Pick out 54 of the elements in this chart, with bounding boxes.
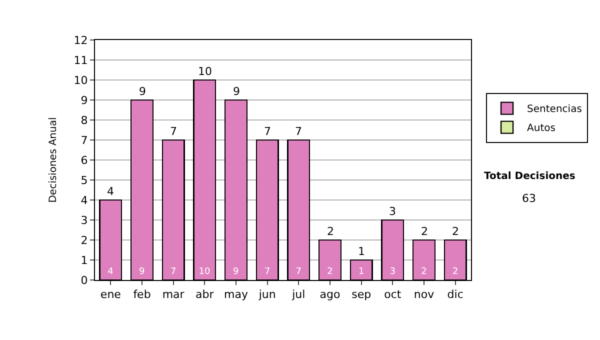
x-tick-label: sep: [352, 288, 372, 302]
x-tick-label: abr: [196, 288, 214, 302]
text: 63: [522, 192, 536, 205]
data-label: 2: [327, 267, 333, 277]
y-tick-label: 12: [74, 34, 88, 47]
y-tick-label: 2: [80, 234, 88, 247]
y-tick-label: 0: [80, 274, 88, 287]
total-label: 9: [233, 85, 240, 98]
x-tick-label: may: [224, 288, 248, 302]
total-label: 7: [264, 125, 271, 138]
x-tick-label: nov: [414, 288, 435, 302]
data-label: 7: [264, 267, 270, 277]
data-label: 1: [358, 267, 364, 277]
y-tick-label: 7: [80, 134, 88, 147]
y-tick-label: 5: [80, 174, 88, 187]
total-label: 2: [452, 225, 459, 238]
total-label: 2: [421, 225, 428, 238]
data-label: 9: [139, 267, 145, 277]
x-tick-label: dic: [447, 288, 464, 302]
y-tick-label: 8: [80, 114, 88, 127]
x-tick-label: ago: [320, 288, 340, 302]
y-tick-label: 3: [80, 214, 88, 227]
data-label: 2: [452, 267, 458, 277]
x-tick-label: ene: [100, 288, 122, 302]
total-label: 4: [107, 185, 114, 198]
legend-label: Sentencias: [527, 104, 582, 116]
data-label: 7: [296, 267, 302, 277]
total-label: 7: [295, 125, 302, 138]
data-label: 3: [390, 267, 396, 277]
x-tick-label: jul: [291, 288, 306, 302]
total-label: 2: [327, 225, 334, 238]
y-tick-label: 1: [80, 254, 88, 267]
data-label: 10: [198, 267, 211, 277]
text: Total Decisiones: [484, 171, 576, 182]
y-tick-label: 11: [74, 54, 88, 67]
total-label: 3: [389, 205, 396, 218]
data-label: 9: [233, 267, 239, 277]
y-tick-label: 9: [80, 94, 88, 107]
data-label: 7: [170, 267, 176, 277]
total-label: 9: [139, 85, 146, 98]
legend-label: Autos: [527, 123, 556, 134]
y-tick-label: 4: [80, 194, 88, 207]
x-tick-label: jun: [258, 288, 276, 302]
x-tick-label: mar: [162, 288, 185, 302]
total-label: 7: [170, 125, 177, 138]
y-tick-label: 6: [80, 154, 88, 167]
x-tick-label: feb: [133, 288, 151, 302]
data-label: 2: [421, 267, 427, 277]
total-label: 1: [358, 245, 365, 258]
y-axis-title: Decisiones Anual: [48, 117, 59, 203]
data-label: 4: [108, 267, 114, 277]
x-tick-label: oct: [384, 288, 402, 302]
total-label: 10: [198, 65, 212, 78]
y-tick-label: 10: [74, 74, 88, 87]
